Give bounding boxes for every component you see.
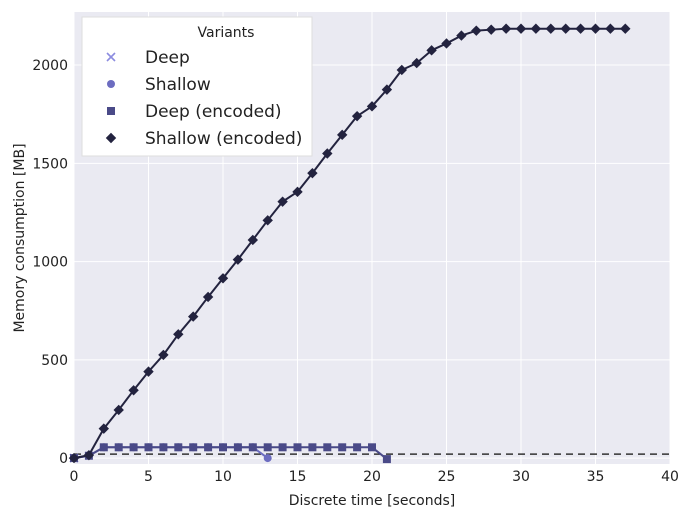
diamond-marker — [530, 23, 542, 34]
diamond-marker — [426, 45, 437, 56]
legend-item: Shallow — [107, 75, 211, 95]
square-marker — [323, 443, 332, 452]
diamond-marker — [456, 30, 467, 41]
diamond-marker — [381, 84, 393, 95]
square-marker — [353, 443, 362, 452]
diamond-marker — [217, 273, 229, 284]
diamond-marker — [366, 101, 378, 112]
y-tick-label: 1500 — [32, 156, 68, 172]
square-marker — [248, 443, 257, 452]
diamond-marker — [337, 129, 348, 141]
circle-marker — [263, 454, 272, 463]
legend-label: Deep (encoded) — [145, 102, 282, 122]
square-marker — [144, 443, 153, 452]
legend-title: Variants — [198, 25, 255, 41]
x-tick-label: 10 — [214, 469, 232, 485]
diamond-marker — [396, 64, 407, 76]
diamond-marker — [605, 23, 616, 34]
diamond-marker — [188, 311, 199, 322]
x-tick-label: 40 — [661, 469, 678, 485]
ticks: 0 5 10 15 20 25 30 35 40 0 500 1000 1500 2000 — [32, 58, 678, 485]
square-marker — [219, 443, 227, 452]
diamond-marker — [247, 234, 258, 246]
x-tick-label: 30 — [512, 469, 530, 485]
diamond-marker — [143, 366, 154, 377]
diamond-marker — [68, 452, 80, 464]
x-tick-label: 25 — [438, 469, 456, 485]
diamond-marker — [113, 404, 124, 416]
diamond-marker — [471, 25, 482, 36]
diamond-marker — [98, 423, 109, 434]
diamond-marker — [277, 196, 288, 207]
diamond-marker — [560, 23, 571, 34]
legend-box — [81, 16, 313, 157]
diamond-marker — [575, 23, 586, 34]
circle-marker — [107, 80, 115, 88]
legend: Variants Deep Shallow Deep (encoded) Shallo… — [81, 16, 313, 157]
diamond-marker — [590, 23, 601, 34]
square-marker — [233, 443, 242, 452]
square-marker — [278, 443, 287, 452]
diamond-marker — [307, 167, 318, 179]
y-axis-title: Memory consumption [MB] — [12, 143, 28, 332]
square-marker — [159, 443, 168, 452]
series-line — [73, 446, 388, 460]
diamond-marker — [128, 385, 139, 396]
square-marker — [114, 443, 123, 452]
y-tick-label: 2000 — [32, 58, 68, 74]
square-marker — [368, 443, 376, 452]
diamond-marker — [351, 110, 363, 122]
diamond-marker — [322, 148, 333, 159]
legend-item: Deep (encoded) — [107, 102, 282, 122]
square-marker — [189, 443, 198, 452]
diamond-marker — [441, 38, 452, 49]
diamond-marker — [500, 23, 512, 34]
x-tick-label: 20 — [363, 469, 381, 485]
diamond-marker — [292, 186, 303, 198]
x-tick-label: 5 — [144, 469, 153, 485]
diamond-marker — [515, 23, 527, 34]
y-tick-label: 500 — [41, 353, 68, 369]
square-marker — [174, 443, 183, 452]
legend-item: Shallow (encoded) — [105, 129, 302, 149]
square-marker — [129, 443, 138, 452]
x-tick-label: 35 — [587, 469, 605, 485]
square-marker — [382, 455, 391, 464]
x-tick-label: 0 — [70, 469, 79, 485]
x-marker — [106, 52, 116, 62]
series-group — [68, 23, 631, 464]
diamond-marker — [620, 23, 631, 34]
square-marker — [308, 443, 317, 452]
legend-item: Deep — [106, 48, 190, 68]
square-marker — [107, 107, 115, 115]
y-tick-label: 0 — [59, 451, 68, 467]
y-tick-label: 1000 — [32, 255, 68, 271]
legend-label: Shallow (encoded) — [145, 129, 302, 149]
diamond-marker — [411, 57, 422, 69]
diamond-marker — [486, 24, 497, 35]
diamond-marker — [545, 23, 556, 34]
legend-label: Shallow — [145, 75, 211, 95]
square-marker — [338, 443, 347, 452]
square-marker — [293, 443, 302, 452]
legend-items: Deep Shallow Deep (encoded) Shallow (encode… — [105, 48, 302, 149]
diamond-marker — [173, 329, 184, 340]
diamond-marker — [83, 449, 95, 461]
series-3 — [68, 23, 631, 464]
diamond-marker — [232, 254, 244, 265]
legend-label: Deep — [145, 48, 190, 68]
diamond-marker — [202, 291, 214, 303]
diamond-marker — [105, 132, 117, 144]
square-marker — [99, 443, 108, 452]
x-tick-label: 15 — [289, 469, 307, 485]
square-marker — [263, 443, 272, 452]
x-axis-title: Discrete time [seconds] — [289, 493, 456, 509]
diamond-marker — [262, 215, 273, 226]
square-marker — [204, 443, 213, 452]
diamond-marker — [158, 349, 169, 361]
